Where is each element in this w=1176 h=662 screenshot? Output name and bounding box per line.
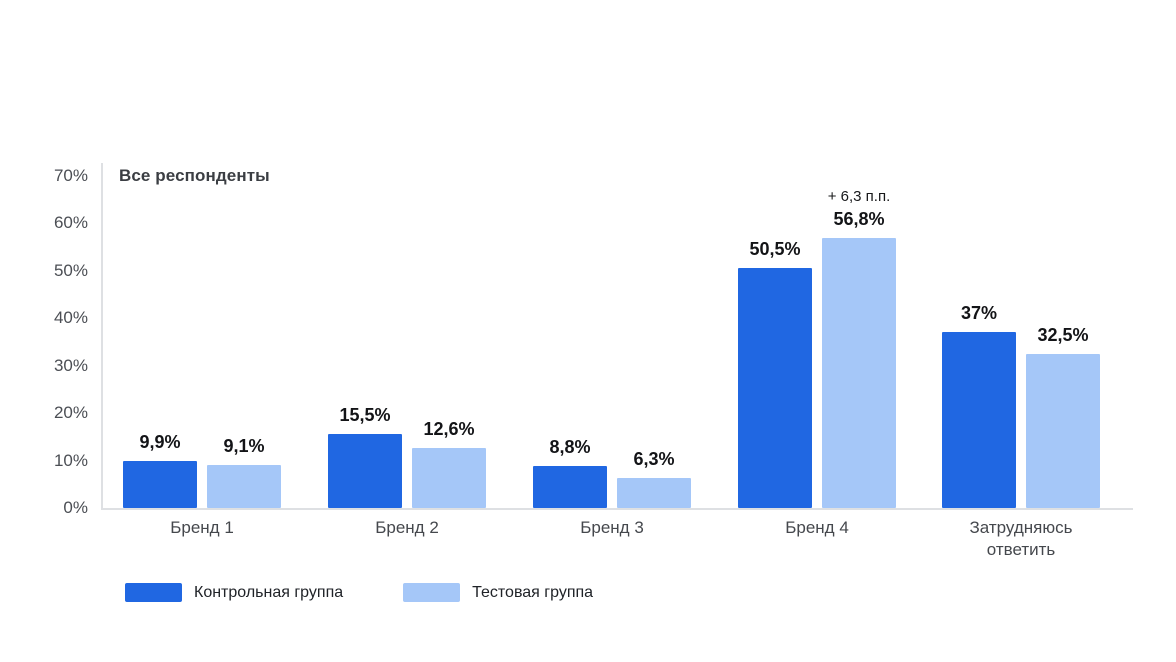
legend-item-control-group: Контрольная группа — [125, 583, 343, 602]
y-axis-tick-label: 40% — [53, 308, 88, 327]
y-axis-tick-label: 0% — [63, 498, 88, 517]
bar-control-4 — [738, 268, 812, 508]
x-axis-category-label: Бренд 3 — [580, 518, 644, 537]
legend-item-test-group: Тестовая группа — [403, 583, 593, 602]
bar-test-5 — [1026, 353, 1100, 508]
bar-value-label: 9,1% — [223, 435, 265, 456]
x-axis-category-label: Бренд 1 — [170, 518, 234, 537]
chart-legend: Контрольная группа Тестовая группа — [125, 583, 593, 602]
x-axis-category-label: Бренд 2 — [375, 518, 439, 537]
bar-test-2 — [412, 448, 486, 508]
y-axis-tick-label: 50% — [53, 260, 88, 280]
y-axis-tick-label: 10% — [53, 450, 88, 470]
y-axis-tick-label: 70% — [53, 165, 88, 185]
chart-title: Все респонденты — [119, 166, 270, 185]
bar-value-label: 15,5% — [339, 405, 391, 426]
bar-value-label: 50,5% — [749, 239, 801, 260]
bar-control-5 — [942, 332, 1016, 508]
bar-control-3 — [533, 466, 607, 508]
bar-value-label: 9,9% — [139, 431, 181, 452]
y-axis-line — [101, 163, 103, 508]
bar-value-label: 32,5% — [1037, 324, 1089, 345]
difference-annotation: + 6,3 п.п. — [827, 188, 891, 206]
legend-label-test-group: Тестовая группа — [472, 583, 594, 601]
y-axis-tick-label: 20% — [53, 403, 88, 422]
bar-test-3 — [617, 478, 691, 508]
legend-label-control-group: Контрольная группа — [194, 583, 344, 601]
bar-value-label: 12,6% — [423, 419, 475, 440]
x-axis-category-label: Затрудняюсь ответить — [969, 518, 1073, 559]
bar-test-1 — [207, 464, 281, 508]
y-axis-tick-label: 60% — [53, 213, 88, 232]
bar-value-label: 8,8% — [549, 437, 591, 458]
y-axis-tick-label: 30% — [53, 355, 88, 375]
bar-test-4 — [822, 238, 896, 508]
bar-value-label: 6,3% — [633, 449, 675, 470]
bar-control-2 — [328, 434, 402, 508]
bar-value-label: 37% — [960, 303, 998, 324]
x-axis-line — [101, 508, 1133, 510]
bar-value-label: 56,8% — [833, 209, 885, 230]
bar-control-1 — [123, 460, 197, 508]
legend-swatch-control-group — [125, 583, 182, 602]
x-axis-category-label: Бренд 4 — [785, 518, 849, 537]
legend-swatch-test-group — [403, 583, 461, 602]
